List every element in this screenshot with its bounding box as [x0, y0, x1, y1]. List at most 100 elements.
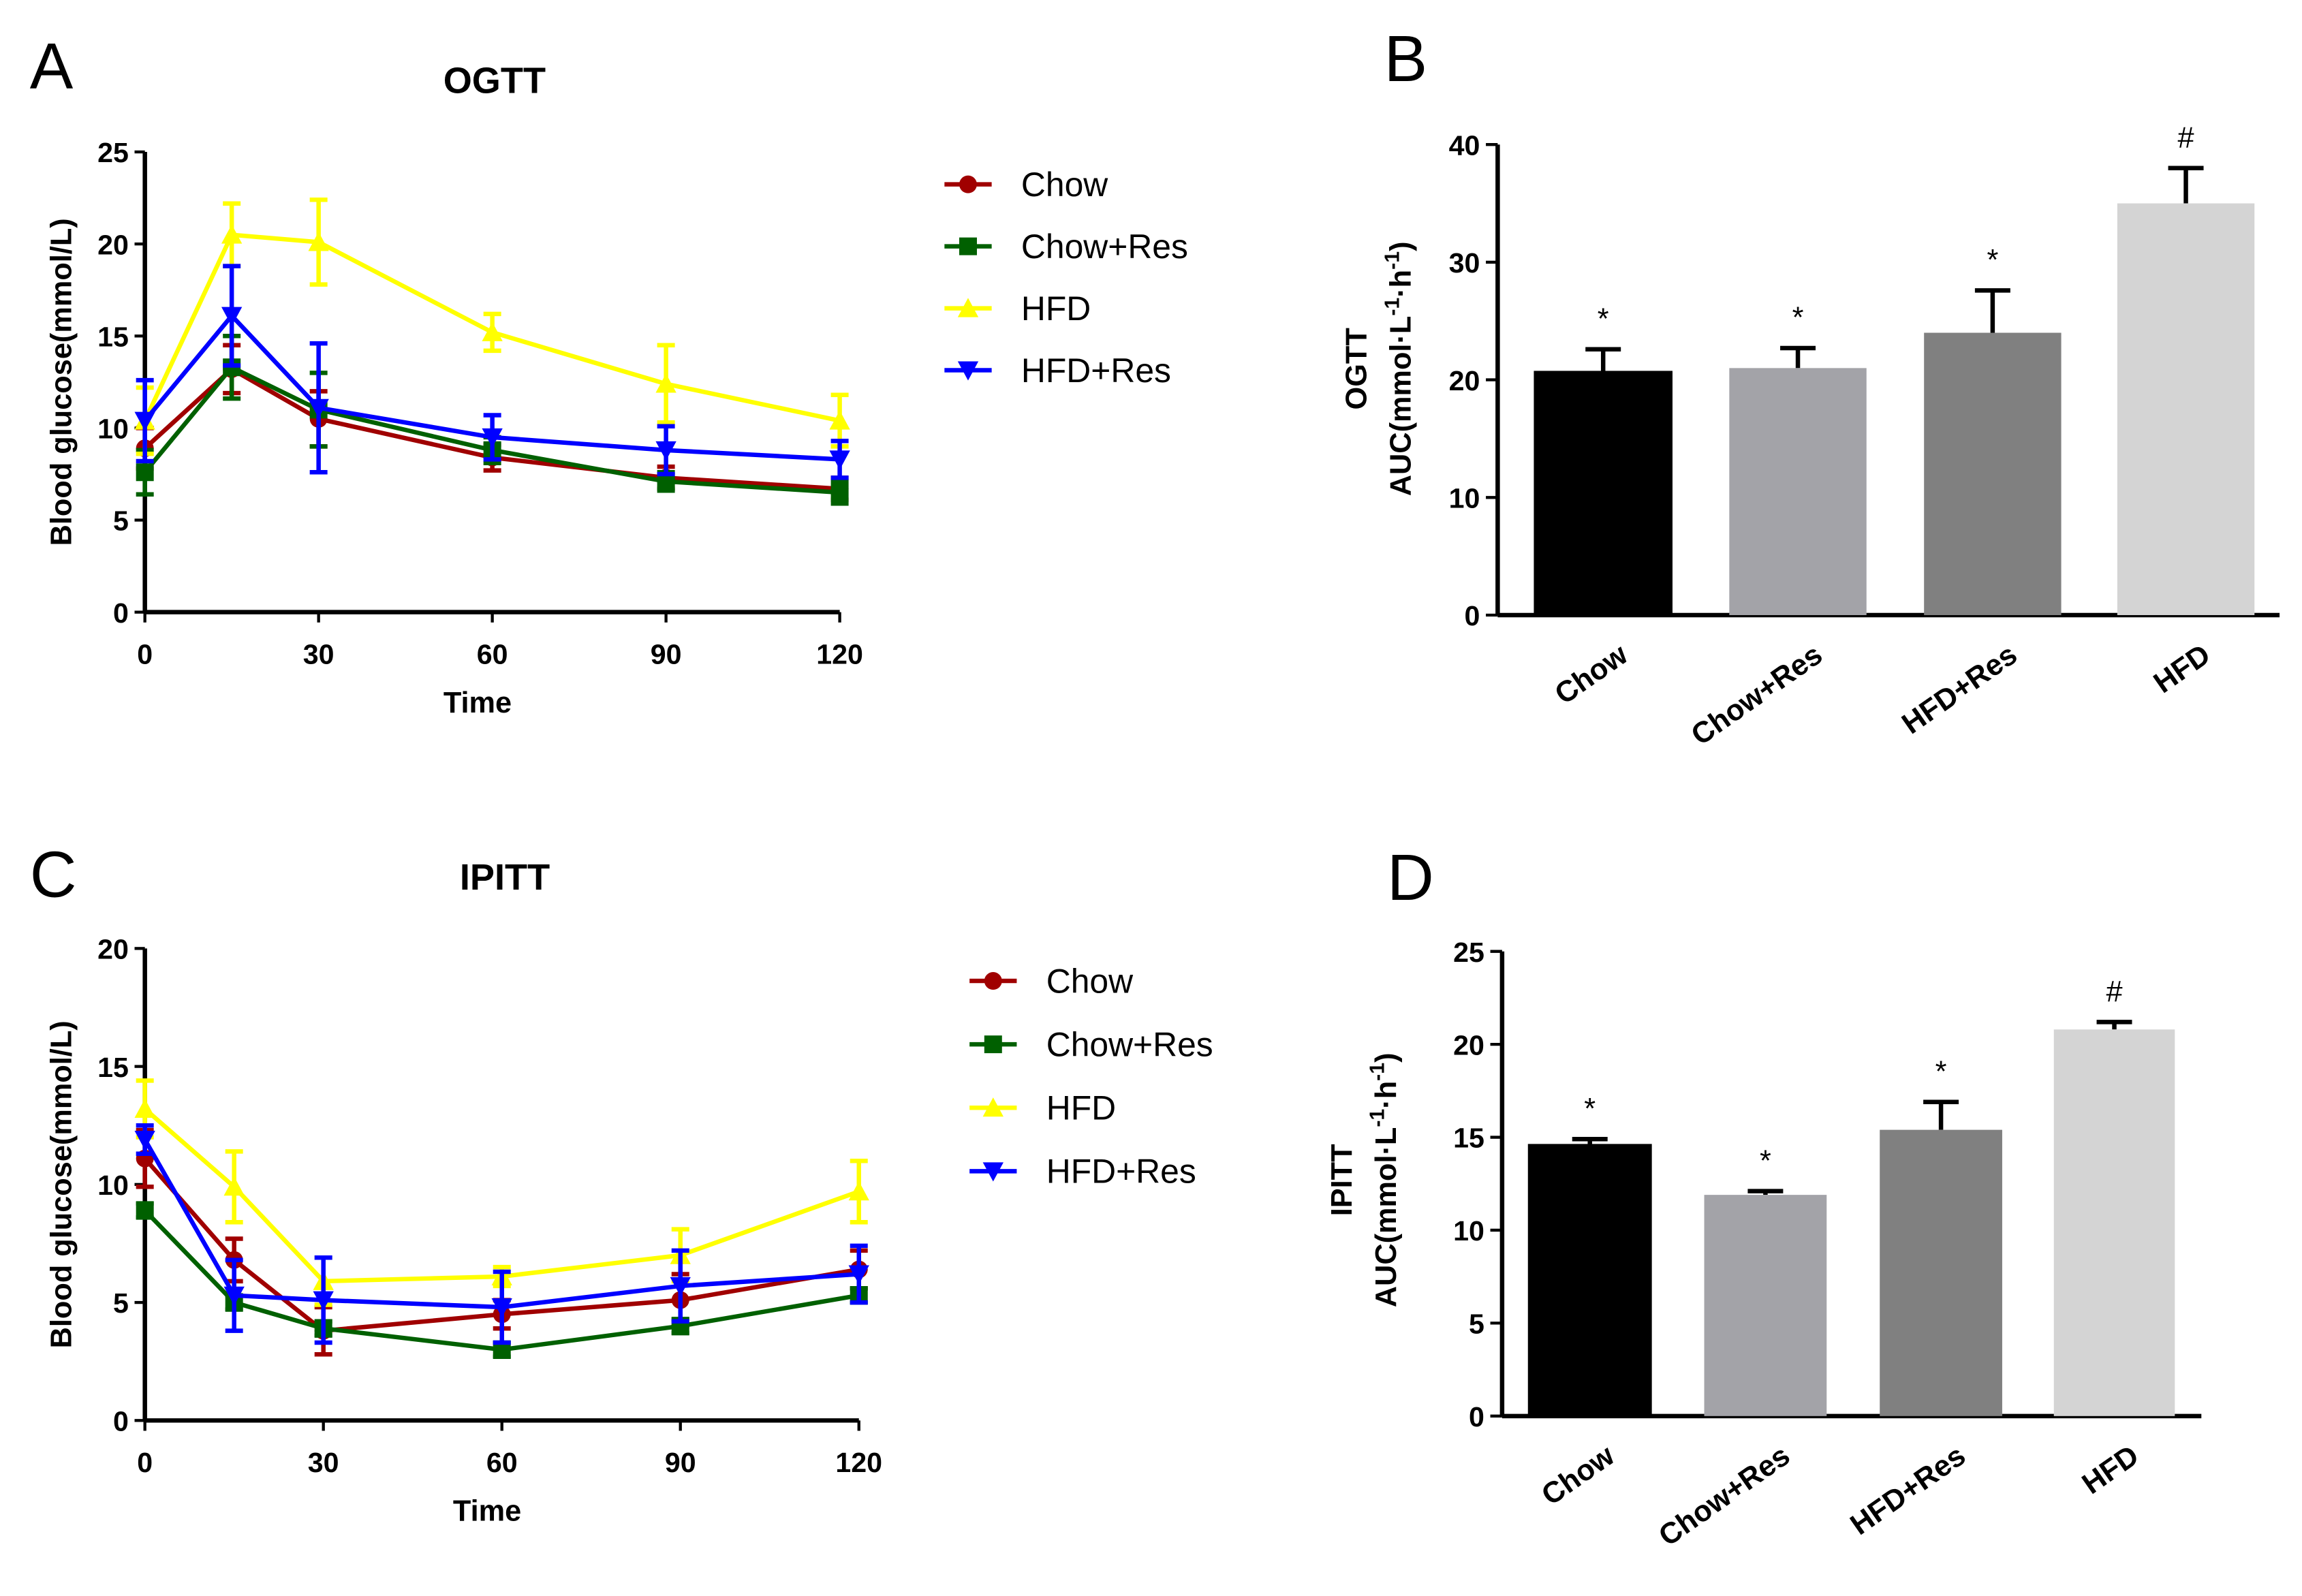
legend-label: Chow — [1046, 962, 1134, 1000]
series-line — [143, 1157, 860, 1334]
triangle-down-marker — [134, 411, 155, 431]
triangle-down-marker — [313, 1291, 334, 1311]
significance-annotation: # — [2106, 975, 2122, 1008]
y-tick-label: 0 — [113, 1405, 129, 1437]
legend-item: Chow+Res — [944, 228, 1188, 266]
y-tick-label: 20 — [1453, 1029, 1484, 1061]
significance-annotation: * — [1598, 302, 1609, 335]
legend-label: HFD+Res — [1046, 1153, 1196, 1191]
series-line — [142, 1138, 859, 1310]
y-tick-label: 25 — [1453, 937, 1484, 968]
y-axis-label-sup: -1 — [1367, 1109, 1389, 1127]
triangle-up-marker — [482, 322, 503, 341]
legend-label: Chow+Res — [1021, 228, 1188, 266]
y-axis-label-sup: -1 — [1381, 251, 1403, 270]
x-tick-label: 0 — [137, 1447, 153, 1478]
y-axis-label: IPITT AUC(mmol·L-1·h-1) — [1326, 1052, 1403, 1307]
triangle-up-marker — [957, 298, 979, 317]
y-tick-label: 10 — [1453, 1215, 1484, 1247]
bar-chow-res — [1729, 368, 1867, 615]
chart-title: IPITT — [460, 857, 550, 898]
triangle-down-marker — [655, 441, 676, 460]
y-tick-label: 30 — [1449, 247, 1480, 279]
bar-chow — [1527, 1144, 1652, 1417]
significance-annotation: * — [1584, 1093, 1596, 1125]
square-marker — [984, 1035, 1002, 1054]
y-tick-label: 20 — [97, 229, 129, 260]
y-axis-label-title: OGTT — [1341, 328, 1373, 409]
panel-letter: C — [30, 839, 77, 911]
bar-hfd — [2053, 1029, 2175, 1416]
triangle-up-marker — [655, 373, 676, 393]
legend-label: Chow+Res — [1046, 1025, 1213, 1063]
x-tick-label: Chow — [1549, 638, 1634, 711]
series-line — [143, 1208, 860, 1352]
x-tick-label: 0 — [137, 638, 153, 670]
series-line — [143, 312, 840, 462]
triangle-down-marker — [670, 1277, 691, 1296]
x-tick-label: 90 — [665, 1447, 696, 1478]
legend-label: Chow — [1021, 166, 1108, 204]
triangle-down-marker — [221, 307, 243, 326]
legend-item: Chow+Res — [969, 1025, 1213, 1063]
series-line — [143, 1107, 860, 1284]
y-tick-label: 40 — [1449, 129, 1480, 161]
panel-d: D 0 5 10 15 20 25 * Chow * Chow+Res * HFD+Res # HFD IPI… — [1326, 842, 2202, 1553]
triangle-down-marker — [491, 1298, 512, 1318]
legend-item: HFD+Res — [969, 1153, 1196, 1191]
x-tick-label: 120 — [835, 1447, 882, 1478]
legend-item: HFD+Res — [944, 351, 1171, 390]
x-tick-label: 30 — [303, 638, 335, 670]
x-tick-label: Chow+Res — [1653, 1439, 1796, 1553]
y-tick-label: 0 — [1469, 1401, 1484, 1433]
y-tick-label: 20 — [1449, 365, 1480, 396]
x-tick-label: HFD+Res — [1896, 638, 2023, 740]
legend-item: HFD — [944, 290, 1091, 328]
x-tick-label: 60 — [477, 638, 508, 670]
x-tick-label: Chow — [1536, 1439, 1620, 1512]
y-tick-label: 0 — [113, 597, 129, 629]
x-tick-label: 120 — [816, 638, 863, 670]
y-tick-label: 5 — [1469, 1309, 1484, 1340]
y-axis-label-end: ) — [1385, 241, 1418, 251]
x-tick-label: 60 — [486, 1447, 518, 1478]
triangle-up-marker — [223, 1176, 245, 1196]
square-marker — [959, 237, 977, 255]
x-tick-label: HFD — [2148, 638, 2216, 700]
y-axis-label-sup: -1 — [1367, 1063, 1389, 1081]
y-axis-label: Blood glucose(mmol/L) — [45, 1020, 78, 1348]
x-tick-label: Chow+Res — [1685, 638, 1829, 752]
panel-c: C IPITT 0 5 10 15 20 0 30 60 90 120 Time Blood glucos… — [30, 839, 1213, 1528]
y-axis-label-end: ) — [1370, 1052, 1403, 1062]
triangle-down-marker — [482, 428, 503, 448]
y-tick-label: 15 — [1453, 1123, 1484, 1154]
significance-annotation: * — [1792, 302, 1804, 334]
panel-a: A OGTT 0 5 10 15 20 25 0 30 60 90 120 Time Blood gluco… — [30, 31, 1188, 719]
y-tick-label: 15 — [97, 1052, 129, 1083]
y-tick-label: 20 — [97, 934, 129, 965]
square-marker — [136, 1201, 154, 1219]
y-axis-label: OGTT AUC(mmol·L-1·h-1) — [1341, 241, 1418, 496]
x-tick-label: 90 — [651, 638, 682, 670]
y-tick-label: 5 — [113, 1287, 129, 1319]
bar-chow — [1534, 371, 1673, 616]
bar-hfd-res — [1880, 1129, 2002, 1416]
triangle-down-marker — [957, 361, 979, 381]
square-marker — [136, 463, 154, 482]
triangle-up-marker — [308, 232, 329, 251]
significance-annotation: * — [1987, 244, 1998, 277]
y-axis-label-mid: ·h — [1370, 1081, 1403, 1109]
triangle-up-marker — [848, 1181, 869, 1201]
significance-annotation: * — [1760, 1144, 1771, 1177]
y-tick-label: 10 — [97, 1170, 129, 1201]
x-tick-label: HFD+Res — [1845, 1439, 1972, 1542]
legend-item: Chow — [969, 962, 1134, 1000]
x-tick-label: HFD — [2077, 1439, 2145, 1501]
triangle-up-marker — [221, 224, 243, 244]
y-tick-label: 0 — [1465, 600, 1480, 631]
x-axis-label: Time — [453, 1495, 521, 1528]
panel-b: B 0 10 20 30 40 * Chow * Chow+Res * HFD+Res # HFD OGTT… — [1341, 23, 2280, 752]
bar-hfd-res — [1924, 332, 2062, 615]
legend-label: HFD — [1046, 1089, 1116, 1127]
